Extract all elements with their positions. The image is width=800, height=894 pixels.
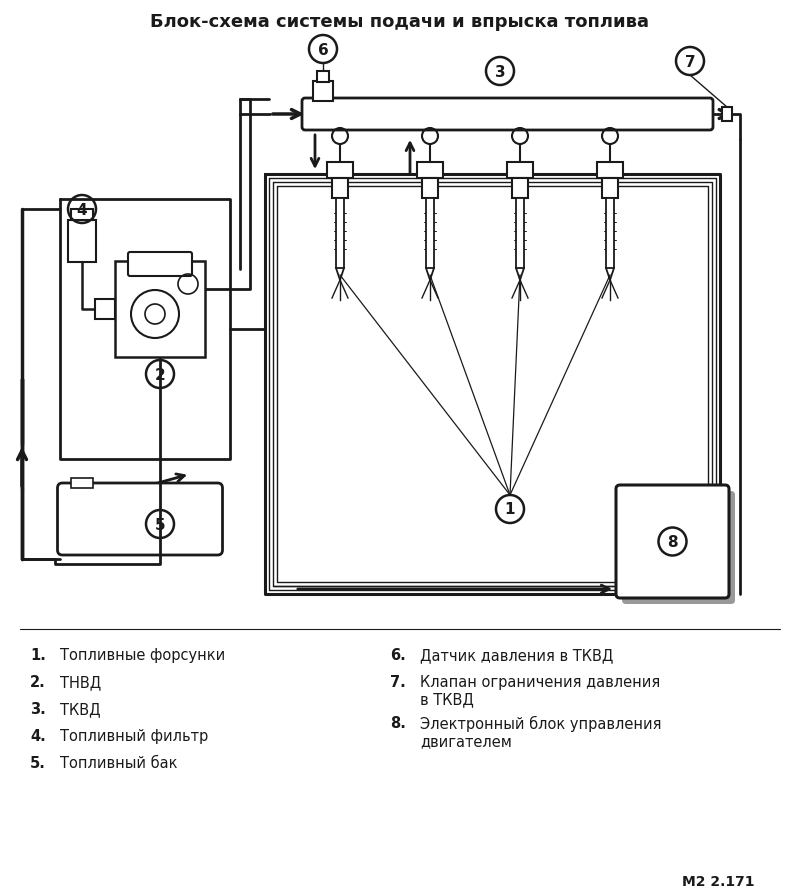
Bar xyxy=(722,108,732,122)
Bar xyxy=(68,221,96,263)
Bar xyxy=(417,163,443,179)
Bar xyxy=(71,210,93,221)
Text: Электронный блок управления
двигателем: Электронный блок управления двигателем xyxy=(420,715,662,748)
Text: Датчик давления в ТКВД: Датчик давления в ТКВД xyxy=(420,647,614,662)
FancyBboxPatch shape xyxy=(128,253,192,276)
Text: 5.: 5. xyxy=(30,755,46,770)
Text: 2.: 2. xyxy=(30,674,46,689)
Text: Топливные форсунки: Топливные форсунки xyxy=(60,647,226,662)
Bar xyxy=(95,299,115,320)
Bar xyxy=(426,198,434,269)
Text: 3: 3 xyxy=(494,64,506,80)
Text: 1: 1 xyxy=(505,502,515,517)
Text: 2: 2 xyxy=(154,367,166,382)
Bar xyxy=(70,478,93,488)
FancyBboxPatch shape xyxy=(58,484,222,555)
Bar xyxy=(507,163,533,179)
Bar xyxy=(313,82,333,102)
Text: 6.: 6. xyxy=(390,647,406,662)
Bar xyxy=(602,179,618,198)
Bar xyxy=(317,72,329,83)
Text: ТНВД: ТНВД xyxy=(60,674,102,689)
FancyBboxPatch shape xyxy=(302,99,713,131)
Text: 3.: 3. xyxy=(30,701,46,716)
Text: M2 2.171: M2 2.171 xyxy=(682,874,755,888)
Text: Блок-схема системы подачи и впрыска топлива: Блок-схема системы подачи и впрыска топл… xyxy=(150,13,650,31)
Text: 8.: 8. xyxy=(390,715,406,730)
Text: Топливный бак: Топливный бак xyxy=(60,755,178,770)
Text: ТКВД: ТКВД xyxy=(60,701,101,716)
Bar xyxy=(336,198,344,269)
Text: 1.: 1. xyxy=(30,647,46,662)
Bar xyxy=(327,163,353,179)
Bar xyxy=(422,179,438,198)
Text: 7.: 7. xyxy=(390,674,406,689)
Text: 6: 6 xyxy=(318,42,328,57)
Text: 7: 7 xyxy=(685,55,695,70)
Text: 4.: 4. xyxy=(30,729,46,743)
Bar xyxy=(115,262,205,358)
Bar xyxy=(516,198,524,269)
FancyBboxPatch shape xyxy=(622,492,735,604)
Bar xyxy=(606,198,614,269)
Text: Клапан ограничения давления
в ТКВД: Клапан ограничения давления в ТКВД xyxy=(420,674,660,706)
Text: 4: 4 xyxy=(77,202,87,217)
Bar xyxy=(597,163,623,179)
Bar xyxy=(332,179,348,198)
FancyBboxPatch shape xyxy=(616,485,729,598)
Bar xyxy=(512,179,528,198)
Text: 8: 8 xyxy=(667,535,678,550)
Text: 5: 5 xyxy=(154,517,166,532)
Text: Топливный фильтр: Топливный фильтр xyxy=(60,729,208,743)
